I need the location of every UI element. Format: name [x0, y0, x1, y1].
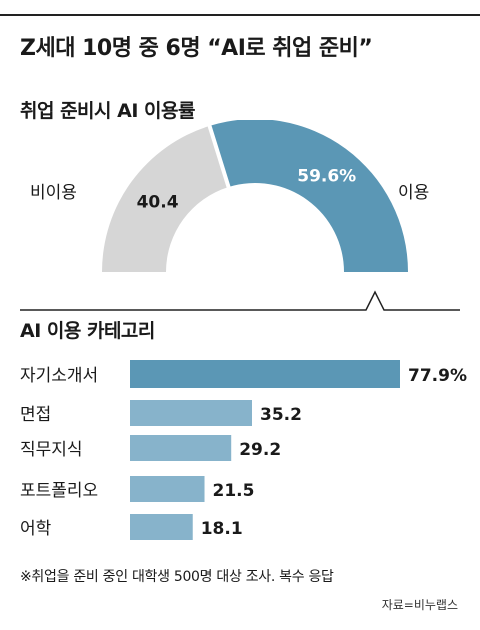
bar-value-label: 21.5 — [213, 481, 255, 501]
use-label: 이용 — [398, 183, 430, 203]
donut-slice-non-use — [102, 125, 229, 272]
bar-category-label: 포트폴리오 — [20, 481, 98, 501]
bar-category-label: 자기소개서 — [20, 366, 98, 386]
section-divider — [20, 290, 460, 311]
donut-label-use: 59.6% — [297, 167, 356, 187]
bar — [130, 400, 253, 426]
bar-value-label: 18.1 — [201, 519, 243, 539]
donut-slice-use — [209, 120, 408, 272]
source-credit: 자료=비누랩스 — [381, 598, 458, 612]
usage-donut-chart: 40.4 59.6% — [20, 120, 460, 311]
page-title: Z세대 10명 중 6명 “AI로 취업 준비” — [20, 36, 373, 61]
top-rule — [0, 14, 480, 16]
bar — [130, 435, 232, 461]
bar-category-label: 직무지식 — [20, 440, 83, 460]
donut-label-non-use: 40.4 — [137, 192, 179, 212]
bar-value-label: 77.9% — [408, 366, 467, 386]
bar-value-label: 35.2 — [260, 405, 302, 425]
bar-category-label: 어학 — [20, 519, 52, 539]
bar — [130, 514, 193, 540]
donut-slice-separator — [207, 124, 231, 189]
non-use-label: 비이용 — [30, 183, 77, 203]
category-bar-chart: 자기소개서 77.9% 면접 35.2 직무지식 29.2 포트폴리오 21.5 어학 18.1 — [20, 360, 467, 540]
survey-note: ※취업을 준비 중인 대학생 500명 대상 조사. 복수 응답 — [20, 569, 334, 585]
bar-value-label: 29.2 — [239, 440, 281, 460]
bar — [130, 360, 400, 388]
usage-rate-section-title: 취업 준비시 AI 이용률 — [20, 100, 195, 122]
bar-category-label: 면접 — [20, 405, 51, 425]
bar — [130, 476, 205, 502]
category-section-title: AI 이용 카테고리 — [20, 320, 155, 342]
